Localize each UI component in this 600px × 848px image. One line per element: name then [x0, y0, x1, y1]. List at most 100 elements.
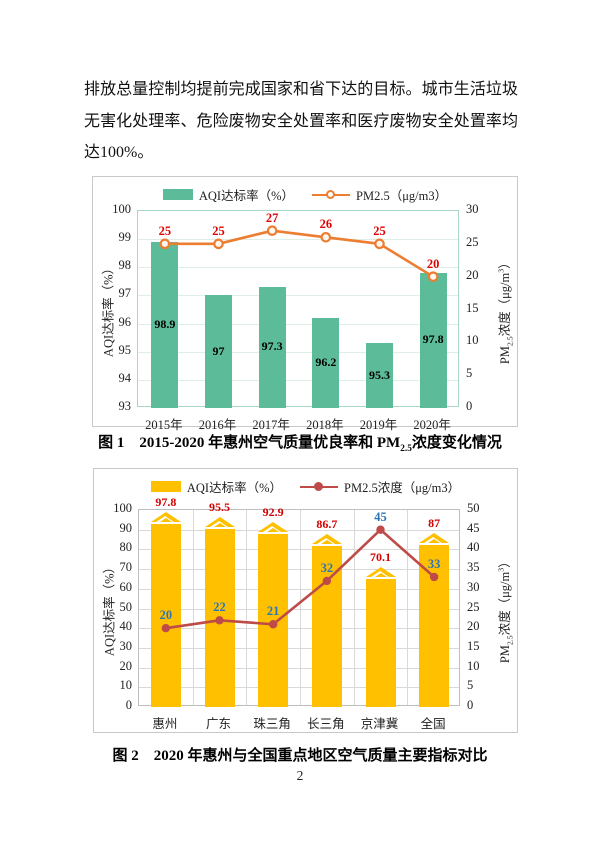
x-axis-label: 长三角: [307, 717, 345, 731]
right-axis-tick-label: 25: [466, 234, 479, 249]
right-axis-tick-label: 40: [467, 540, 480, 555]
line-value-label: 33: [427, 556, 441, 571]
bar-value-label: 98.9: [154, 316, 176, 331]
figure2-chart: AQI达标率（%） PM2.5浓度（μg/m3） 97.8 95.5 92.9 86.7 7…: [93, 468, 518, 733]
gridline: [139, 628, 459, 630]
right-axis-title: PM2.5浓度（μg/m3）: [496, 554, 515, 663]
figure1-caption: 图 1 2015-2020 年惠州空气质量优良率和 PM2.5浓度变化情况: [98, 435, 502, 454]
line-value-label: 20: [426, 256, 440, 271]
line-marker: [427, 271, 439, 282]
chart-legend: AQI达标率（%） PM2.5（μg/m3）: [93, 185, 517, 204]
legend-line-sample: [300, 481, 339, 493]
left-axis-tick-label: 95: [118, 342, 132, 357]
x-axis-label: 珠三角: [253, 717, 291, 731]
gridline: [138, 267, 458, 269]
gridline: [353, 510, 355, 705]
gridline: [139, 687, 459, 689]
right-axis-tick-label: 15: [467, 638, 480, 653]
right-axis-tick-label: 50: [467, 501, 480, 515]
bar-value-label: 95.3: [369, 367, 390, 382]
x-axis-label: 2017年: [252, 418, 290, 432]
gridline: [139, 647, 459, 649]
right-axis-tick-label: 20: [467, 619, 480, 634]
left-axis-tick-label: 97: [118, 286, 132, 301]
legend-item: PM2.5浓度（μg/m3）: [300, 477, 460, 496]
line-marker: [320, 231, 332, 243]
bar: [419, 545, 450, 707]
left-axis-tick-label: 50: [119, 599, 133, 614]
left-axis-tick-label: 100: [112, 202, 131, 216]
gridline: [138, 379, 458, 381]
bar: [366, 343, 393, 408]
bar-cap-triangle: [374, 572, 387, 577]
left-axis-tick-label: 20: [119, 658, 133, 673]
gridline: [246, 510, 248, 705]
bar-value-label: 97.3: [261, 339, 283, 354]
page-number: 2: [296, 768, 304, 783]
x-axis-label: 广东: [205, 717, 231, 731]
gridline: [138, 323, 458, 325]
left-axis-tick-label: 98: [118, 258, 132, 273]
gridline: [138, 239, 458, 241]
bar: [258, 286, 286, 408]
x-axis-label: 京津冀: [360, 717, 399, 731]
bar-value-label: 95.5: [209, 499, 230, 514]
left-axis-tick-label: 80: [119, 540, 133, 555]
bar: [205, 295, 232, 408]
gridline: [139, 588, 459, 590]
bar-value-label: 96.2: [315, 354, 337, 369]
pm25-line-plot: [161, 525, 439, 633]
right-axis-tick-label: 35: [467, 560, 480, 575]
line-marker: [266, 225, 278, 237]
line-marker: [213, 238, 224, 250]
gridline: [138, 351, 458, 353]
line-value-label: 25: [373, 223, 386, 238]
legend-label: AQI达标率（%）: [198, 189, 295, 203]
left-axis-tick-label: 60: [119, 579, 133, 594]
right-axis-tick-label: 15: [466, 300, 479, 315]
x-axis-label: 全国: [420, 717, 446, 731]
left-axis-title: AQI达标率（%）: [102, 560, 117, 656]
legend-label: PM2.5（μg/m3）: [356, 189, 448, 203]
line-value-label: 32: [320, 560, 334, 575]
x-axis-label: 2015年: [145, 418, 183, 432]
bar-value-label: 92.9: [262, 504, 284, 519]
line-marker: [159, 238, 171, 250]
pm25-line: [165, 528, 436, 630]
line-marker: [429, 572, 439, 582]
line-value-label: 20: [159, 608, 173, 623]
right-axis-tick-label: 30: [466, 202, 479, 216]
x-axis-label: 2018年: [306, 418, 344, 432]
left-axis-tick-label: 100: [113, 501, 132, 515]
line-value-label: 25: [212, 223, 225, 238]
line-value-label: 45: [374, 509, 387, 524]
left-axis-tick-label: 30: [119, 638, 133, 653]
bar-cap-triangle: [320, 540, 333, 545]
bar-value-label: 86.7: [316, 517, 338, 532]
gridline: [407, 510, 409, 705]
line-marker: [268, 620, 278, 629]
line-marker: [161, 624, 171, 633]
right-axis-tick-label: 25: [467, 599, 480, 614]
legend-label: PM2.5浓度（μg/m3）: [344, 481, 461, 495]
bar: [365, 578, 396, 707]
x-axis-label: 2020年: [413, 418, 451, 432]
line-value-label: 26: [319, 217, 333, 232]
bar-cap: [365, 566, 396, 577]
figure2-caption: 图 2 2020 年惠州与全国重点地区空气质量主要指标对比: [112, 748, 488, 764]
left-axis-tick-label: 10: [119, 678, 133, 693]
right-axis-tick-label: 10: [467, 658, 480, 673]
bar: [151, 241, 179, 408]
gridline: [192, 510, 194, 705]
bar-cap: [419, 533, 450, 544]
left-axis-tick-label: 99: [118, 230, 132, 245]
gridline: [139, 529, 459, 531]
pm25-line: [164, 229, 434, 278]
legend-line-sample: [312, 189, 351, 201]
gridline: [300, 510, 301, 705]
bar-value-label: 97.8: [155, 495, 177, 510]
bar-cap-triangle: [428, 539, 441, 544]
plot-area: 98.9 97 97.3 96.2 95.3 97.8 25 25 27 26 25 20: [137, 210, 459, 408]
bar-cap-triangle: [159, 518, 172, 523]
right-axis-tick-label: 45: [467, 520, 480, 535]
